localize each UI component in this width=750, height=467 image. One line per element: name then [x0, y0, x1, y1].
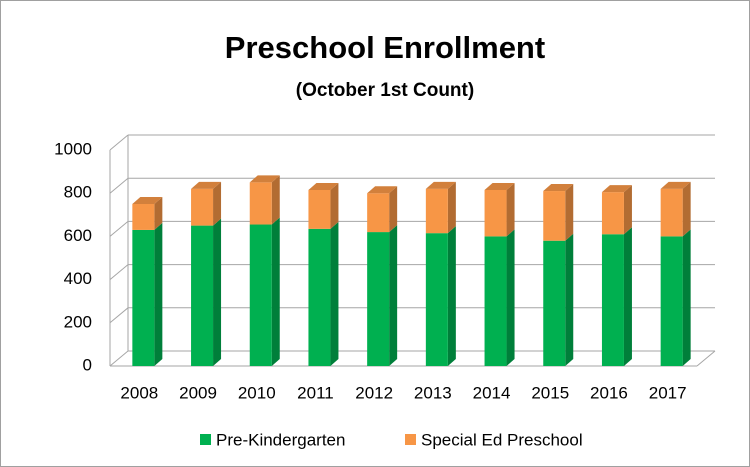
bar-side — [447, 226, 456, 366]
bar-top — [601, 185, 632, 193]
x-tick-label: 2013 — [414, 383, 452, 402]
bar-side — [271, 175, 280, 225]
legend-swatch — [405, 434, 416, 445]
bar-side — [389, 186, 398, 233]
chart-title: Preschool Enrollment — [225, 30, 545, 65]
grid-line-depth — [109, 134, 129, 151]
bar-side — [271, 217, 280, 366]
bar-top — [308, 182, 339, 190]
x-tick-label: 2015 — [531, 383, 569, 402]
bar-side — [154, 222, 163, 366]
bar-side — [565, 184, 574, 241]
bar — [660, 236, 683, 366]
y-tick-label: 1000 — [54, 139, 92, 158]
bar — [484, 189, 507, 237]
legend-label: Pre-Kindergarten — [216, 430, 345, 449]
x-tick-label: 2008 — [120, 383, 158, 402]
bar-side — [213, 218, 222, 366]
y-tick-label: 800 — [64, 183, 92, 202]
bar-top — [543, 184, 574, 192]
grid-line-depth — [109, 177, 129, 194]
bar-side — [389, 225, 398, 366]
legend-label: Special Ed Preschool — [421, 430, 583, 449]
bar-side — [682, 229, 691, 366]
y-tick-label: 400 — [64, 269, 92, 288]
grid-line-depth — [109, 307, 129, 324]
bar-top — [425, 181, 456, 189]
bar-top — [191, 181, 222, 189]
bar — [308, 228, 331, 366]
grid-line-depth — [109, 221, 129, 237]
bar — [249, 182, 272, 225]
bar-side — [154, 197, 163, 230]
x-tick-label: 2011 — [297, 383, 334, 402]
x-tick-label: 2009 — [179, 383, 217, 402]
legend-swatch — [200, 434, 211, 445]
bar — [543, 191, 566, 241]
bar — [660, 188, 683, 237]
chart-subtitle: (October 1st Count) — [296, 80, 474, 101]
y-tick-label: 600 — [64, 226, 92, 245]
bar-side — [623, 227, 632, 366]
bar-top — [660, 181, 691, 189]
bar — [249, 224, 272, 366]
x-tick-label: 2010 — [238, 383, 276, 402]
bar — [367, 232, 390, 366]
bar — [484, 236, 507, 366]
bar — [191, 188, 214, 226]
bar-side — [447, 181, 456, 234]
bar-top — [367, 186, 398, 194]
bar — [425, 233, 448, 366]
grid-line-depth — [109, 264, 129, 280]
x-tick-label: 2012 — [355, 383, 393, 402]
bar-side — [682, 181, 691, 237]
bar-side — [565, 233, 574, 366]
floor-right — [696, 350, 716, 367]
bar — [132, 229, 155, 366]
bar-side — [506, 229, 515, 366]
bar — [601, 234, 624, 366]
bar-side — [330, 221, 339, 366]
bar — [601, 192, 624, 235]
bar-side — [213, 181, 222, 226]
grid-line-depth — [109, 350, 129, 367]
x-tick-label: 2017 — [649, 383, 687, 402]
bar — [308, 189, 331, 229]
bar-top — [484, 182, 515, 190]
y-tick-label: 0 — [83, 355, 92, 374]
x-tick-label: 2016 — [590, 383, 628, 402]
bar — [191, 225, 214, 366]
x-tick-label: 2014 — [473, 383, 511, 402]
bar — [132, 204, 155, 230]
bar — [543, 240, 566, 366]
y-tick-label: 200 — [64, 312, 92, 331]
bar — [367, 193, 390, 233]
bar-top — [249, 175, 280, 183]
bar-side — [330, 182, 339, 229]
bar-side — [623, 185, 632, 235]
bar-top — [132, 197, 163, 204]
bar-side — [506, 182, 515, 237]
bar — [425, 188, 448, 234]
